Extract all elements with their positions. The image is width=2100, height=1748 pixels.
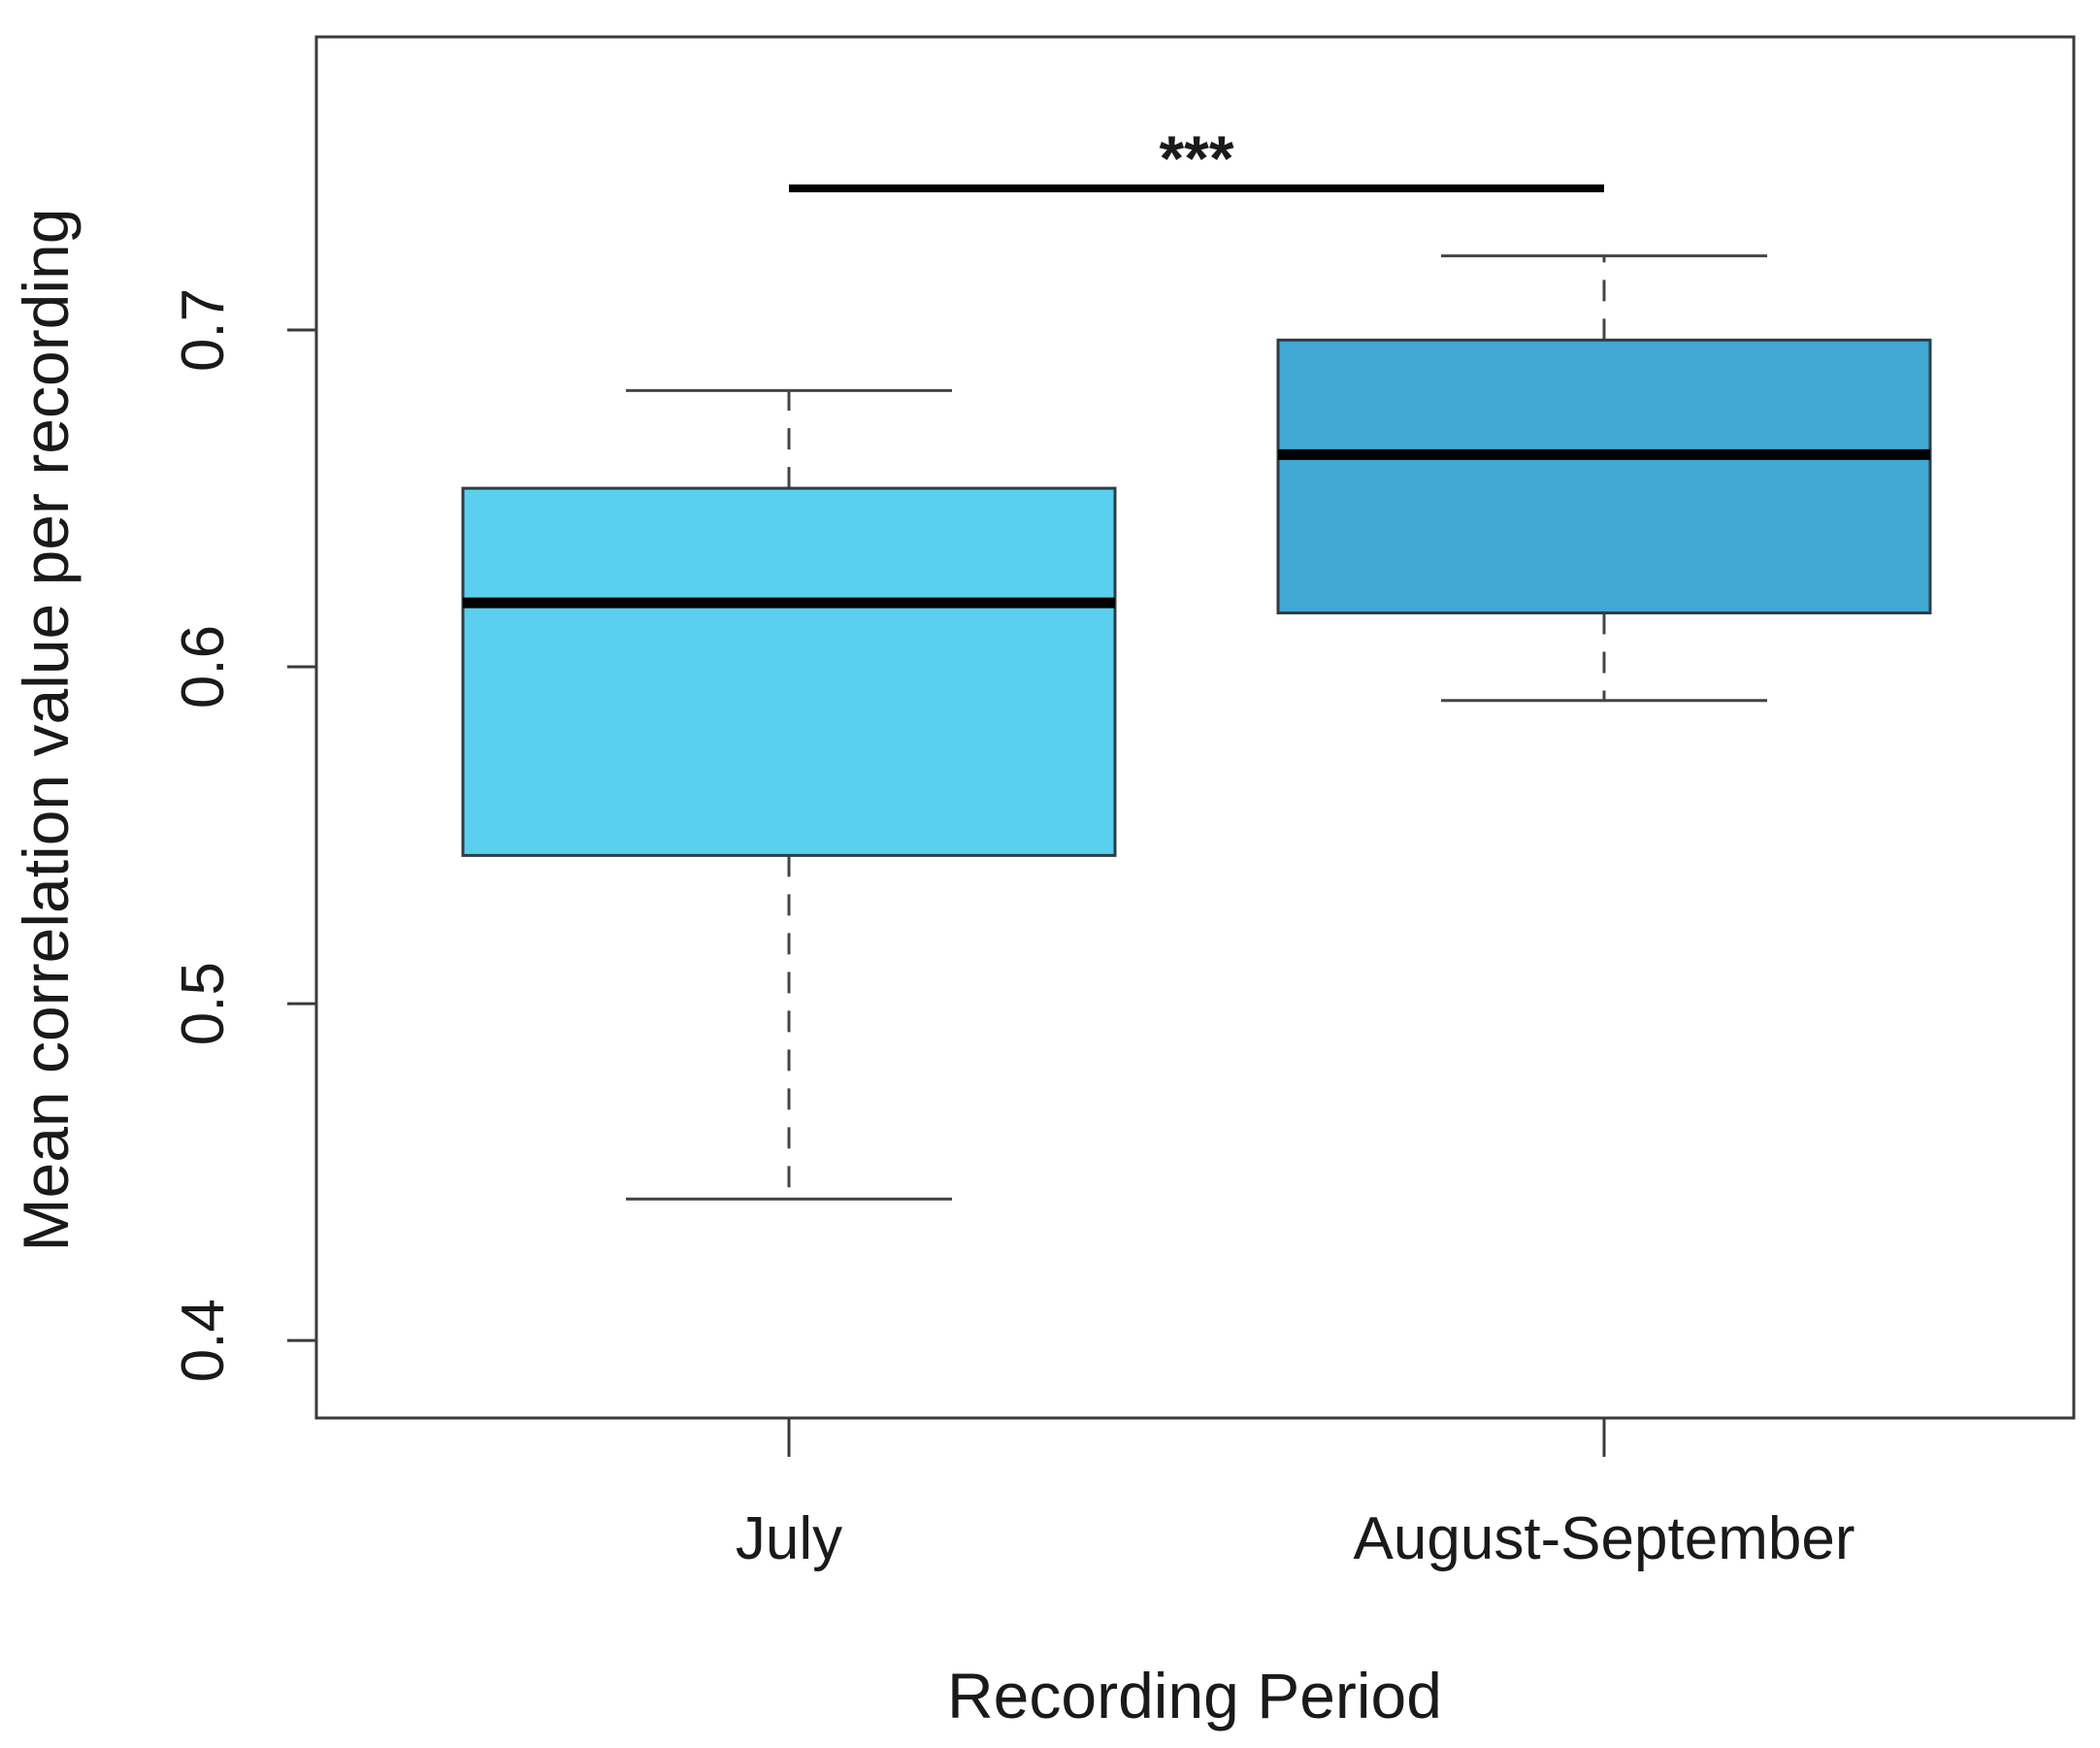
box-series <box>461 254 1932 1201</box>
x-tick-label: July <box>736 1505 842 1572</box>
x-tick-label: August-September <box>1354 1505 1855 1572</box>
y-tick-label: 0.6 <box>170 625 237 709</box>
significance-annotation: *** <box>789 122 1604 194</box>
y-tick-label: 0.5 <box>170 962 237 1045</box>
box-august-september <box>1276 254 1932 703</box>
significance-label: *** <box>1159 122 1233 194</box>
box-july <box>461 388 1117 1201</box>
box-iqr <box>1276 338 1932 614</box>
plot-frame <box>314 35 2076 1420</box>
y-axis: 0.4 0.5 0.6 0.7 <box>170 288 316 1382</box>
y-tick-label: 0.4 <box>170 1299 237 1382</box>
y-axis-label: Mean correlation value per recording <box>10 209 82 1252</box>
box-iqr <box>461 486 1117 857</box>
x-axis-label: Recording Period <box>947 1660 1442 1732</box>
x-axis: July August-September <box>736 1418 1855 1572</box>
y-tick-label: 0.7 <box>170 288 237 372</box>
